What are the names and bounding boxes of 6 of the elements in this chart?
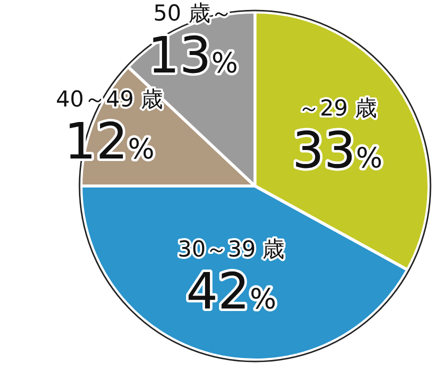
slice-label: 30～39 歳 <box>178 238 285 263</box>
data-label: 42% <box>186 262 276 321</box>
slice-label: ～29 歳 <box>298 96 377 122</box>
data-label: 13% <box>148 26 238 84</box>
data-label: 33% <box>292 121 382 180</box>
slice-label: 40～49 歳 <box>56 87 163 112</box>
